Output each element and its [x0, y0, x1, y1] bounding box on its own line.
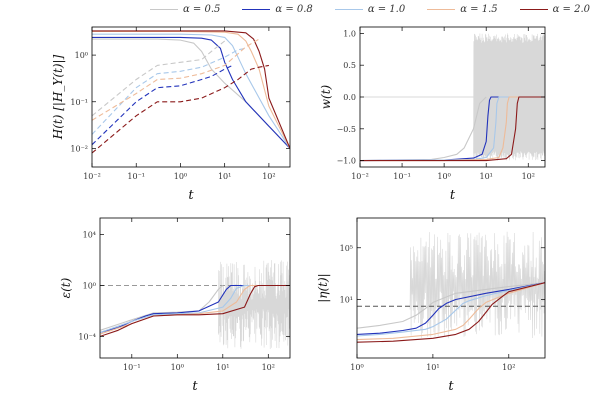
x-tick-label: 10² [262, 172, 275, 181]
y-tick-label: 0.0 [343, 93, 356, 102]
legend-label: α = 2.0 [552, 3, 591, 15]
series-line [92, 30, 290, 149]
x-tick-label: 10⁻² [83, 172, 101, 181]
series-line [360, 96, 487, 162]
x-tick-label: 10¹ [480, 172, 493, 181]
y-tick-label: 10⁻² [70, 144, 88, 153]
series-line [360, 96, 545, 162]
x-axis-label: t [188, 188, 194, 203]
y-tick-label: 0.5 [343, 61, 356, 70]
x-tick-label: 10⁰ [437, 172, 450, 181]
x-tick-label: 10⁰ [171, 363, 184, 372]
x-tick-label: 10⁻² [351, 172, 369, 181]
x-tick-label: 10² [502, 363, 515, 372]
y-tick-label: −1.0 [337, 157, 356, 166]
plot-inner [100, 260, 290, 350]
plot-frame [99, 217, 291, 359]
x-tick-label: 10² [262, 363, 275, 372]
series-line [357, 282, 545, 329]
series-line-dashed [92, 47, 246, 135]
y-tick-label: 10⁵ [340, 244, 353, 253]
y-axis-label: |η(t)| [316, 273, 330, 302]
y-tick-label: 10⁻⁴ [78, 332, 96, 341]
x-tick-label: 10² [522, 172, 535, 181]
y-tick-label: 10⁴ [83, 231, 96, 240]
oscillation-band [473, 33, 545, 161]
legend-item: α = 1.0 [334, 3, 406, 15]
series-line [92, 33, 290, 149]
oscillation-band [409, 231, 545, 339]
series-line [357, 282, 545, 343]
x-tick-label: 10¹ [218, 172, 231, 181]
x-axis-label: t [448, 379, 454, 394]
series-line [100, 284, 290, 337]
series-line [100, 284, 290, 334]
plot-frame [356, 217, 546, 359]
legend-item: α = 0.8 [242, 3, 313, 15]
y-tick-label: 1.0 [343, 29, 356, 38]
plot-inner [92, 30, 290, 154]
series-line [92, 36, 290, 149]
x-axis-label: t [450, 188, 456, 203]
legend-swatch [519, 8, 548, 10]
x-axis-label: t [192, 379, 198, 394]
x-tick-label: 10¹ [426, 363, 439, 372]
legend-swatch [150, 8, 178, 10]
legend-label: α = 0.8 [275, 3, 313, 15]
panel-equation-of-state: 10⁻² 10⁻¹ 10⁰ 10¹ 10² −1.0 −0.5 0.0 0.5 1.0 t w(t) [319, 26, 546, 203]
legend-item: α = 2.0 [519, 3, 591, 15]
series-line [357, 282, 545, 337]
x-tick-label: 10⁻¹ [127, 172, 145, 181]
x-tick-label: 10⁻¹ [123, 363, 141, 372]
y-tick-label: −0.5 [337, 125, 356, 134]
legend-item: α = 0.5 [150, 4, 220, 15]
plot-inner [357, 231, 545, 343]
y-axis-label: H(t) [|H_Y(t)|] [51, 54, 65, 140]
y-tick-label: 10¹ [340, 295, 353, 304]
legend-label: α = 1.0 [367, 3, 406, 15]
legend-swatch [242, 8, 271, 10]
x-tick-label: 10¹ [216, 363, 229, 372]
series-line [357, 282, 545, 341]
x-tick-label: 10⁰ [174, 172, 187, 181]
oscillation-band [218, 260, 290, 350]
panel-eta: 10⁰ 10¹ 10² 10¹ 10⁵ t |η(t)| [316, 217, 546, 394]
series-line [360, 96, 545, 162]
plot-frame [91, 26, 291, 168]
series-line-dashed [92, 40, 226, 117]
x-tick-label: 10⁻¹ [393, 172, 411, 181]
legend-label: α = 1.5 [460, 3, 498, 15]
y-tick-label: 10⁰ [75, 51, 88, 60]
x-tick-label: 10⁰ [350, 363, 363, 372]
y-tick-label: 10⁻¹ [70, 98, 88, 107]
series-line-dashed [92, 64, 233, 146]
series-line [92, 30, 290, 149]
series-line-dashed [92, 64, 269, 154]
series-line [357, 282, 545, 335]
legend-item: α = 1.5 [427, 3, 498, 15]
panel-epsilon: 10⁻¹ 10⁰ 10¹ 10² 10⁻⁴ 10⁰ 10⁴ t ε(t) [59, 217, 291, 394]
y-tick-label: 10⁰ [83, 281, 96, 290]
legend: α = 0.5 α = 0.8 α = 1.0 α = 1.5 α = 2.0 [150, 2, 590, 16]
series-line-dashed [92, 38, 260, 121]
y-axis-label: ε(t) [59, 277, 73, 298]
y-axis-label: w(t) [319, 84, 333, 109]
plot-inner [360, 33, 545, 162]
legend-swatch [334, 8, 363, 10]
legend-label: α = 0.5 [183, 3, 221, 15]
legend-swatch [427, 8, 456, 10]
